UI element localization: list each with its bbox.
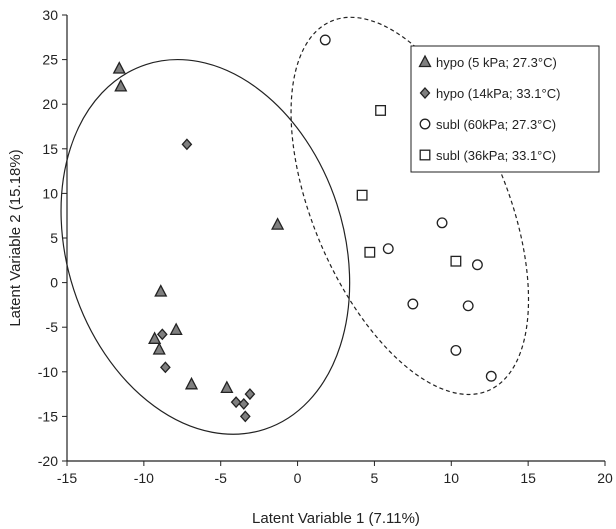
legend-label: subl (36kPa; 33.1°C) [436, 148, 556, 163]
legend-label: hypo (14kPa; 33.1°C) [436, 86, 560, 101]
y-tick-label: 10 [42, 185, 58, 201]
square-data-point [356, 189, 368, 201]
triangle-data-point [271, 217, 285, 230]
triangle-data-point [112, 61, 126, 74]
y-tick-label: -5 [46, 319, 59, 335]
diamond-data-point [230, 396, 242, 409]
diamond-data-point [239, 410, 251, 423]
x-tick-label: 0 [294, 470, 302, 486]
square-data-point [450, 255, 462, 267]
square-data-point [375, 104, 387, 116]
data-points [112, 34, 497, 423]
y-axis-title: Latent Variable 2 (15.18%) [7, 149, 24, 326]
legend-label: subl (60kPa; 27.3°C) [436, 117, 556, 132]
triangle-data-point [148, 331, 162, 344]
x-tick-label: -10 [134, 470, 154, 486]
y-tick-label: 30 [42, 7, 58, 23]
diamond-data-point [160, 361, 171, 374]
diamond-data-point [181, 138, 193, 151]
square-data-point [364, 246, 376, 258]
circle-data-point [407, 298, 419, 310]
x-tick-label: 10 [443, 470, 459, 486]
legend-marker [419, 118, 431, 130]
legend-marker [419, 87, 431, 99]
y-tick-label: 0 [50, 275, 58, 291]
x-axis-title: Latent Variable 1 (7.11%) [252, 510, 420, 527]
y-tick-label: -20 [38, 453, 58, 469]
legend-marker [418, 54, 432, 68]
group-ellipse [60, 58, 351, 435]
y-tick-label: -15 [38, 408, 58, 424]
diamond-data-point [244, 388, 256, 401]
y-tick-label: 20 [42, 96, 58, 112]
triangle-data-point [169, 322, 183, 336]
triangle-data-point [114, 78, 128, 92]
legend: hypo (5 kPa; 27.3°C) hypo (14kPa; 33.1°C)… [410, 45, 600, 173]
y-tick-label: 25 [42, 52, 58, 68]
circle-data-point [382, 243, 394, 255]
circle-data-point [462, 300, 474, 312]
y-tick-label: -10 [38, 364, 58, 380]
x-tick-label: 5 [371, 470, 379, 486]
x-tick-label: 15 [520, 470, 536, 486]
circle-data-point [471, 259, 483, 271]
triangle-data-point [184, 376, 199, 390]
y-tick-label: 5 [50, 230, 58, 246]
x-tick-label: 20 [597, 470, 613, 486]
circle-data-point [450, 344, 462, 356]
x-tick-label: -15 [57, 470, 77, 486]
circle-data-point [436, 217, 448, 229]
triangle-data-point [220, 380, 234, 394]
diamond-data-point [156, 328, 168, 341]
triangle-data-point [152, 342, 166, 355]
triangle-data-point [154, 284, 168, 297]
legend-marker [419, 149, 431, 161]
circle-data-point [485, 370, 497, 382]
circle-data-point [319, 34, 331, 46]
x-tick-label: -5 [214, 470, 227, 486]
legend-box [410, 45, 600, 173]
diamond-data-point [238, 397, 250, 410]
legend-label: hypo (5 kPa; 27.3°C) [436, 55, 557, 70]
y-tick-label: 15 [42, 141, 58, 157]
